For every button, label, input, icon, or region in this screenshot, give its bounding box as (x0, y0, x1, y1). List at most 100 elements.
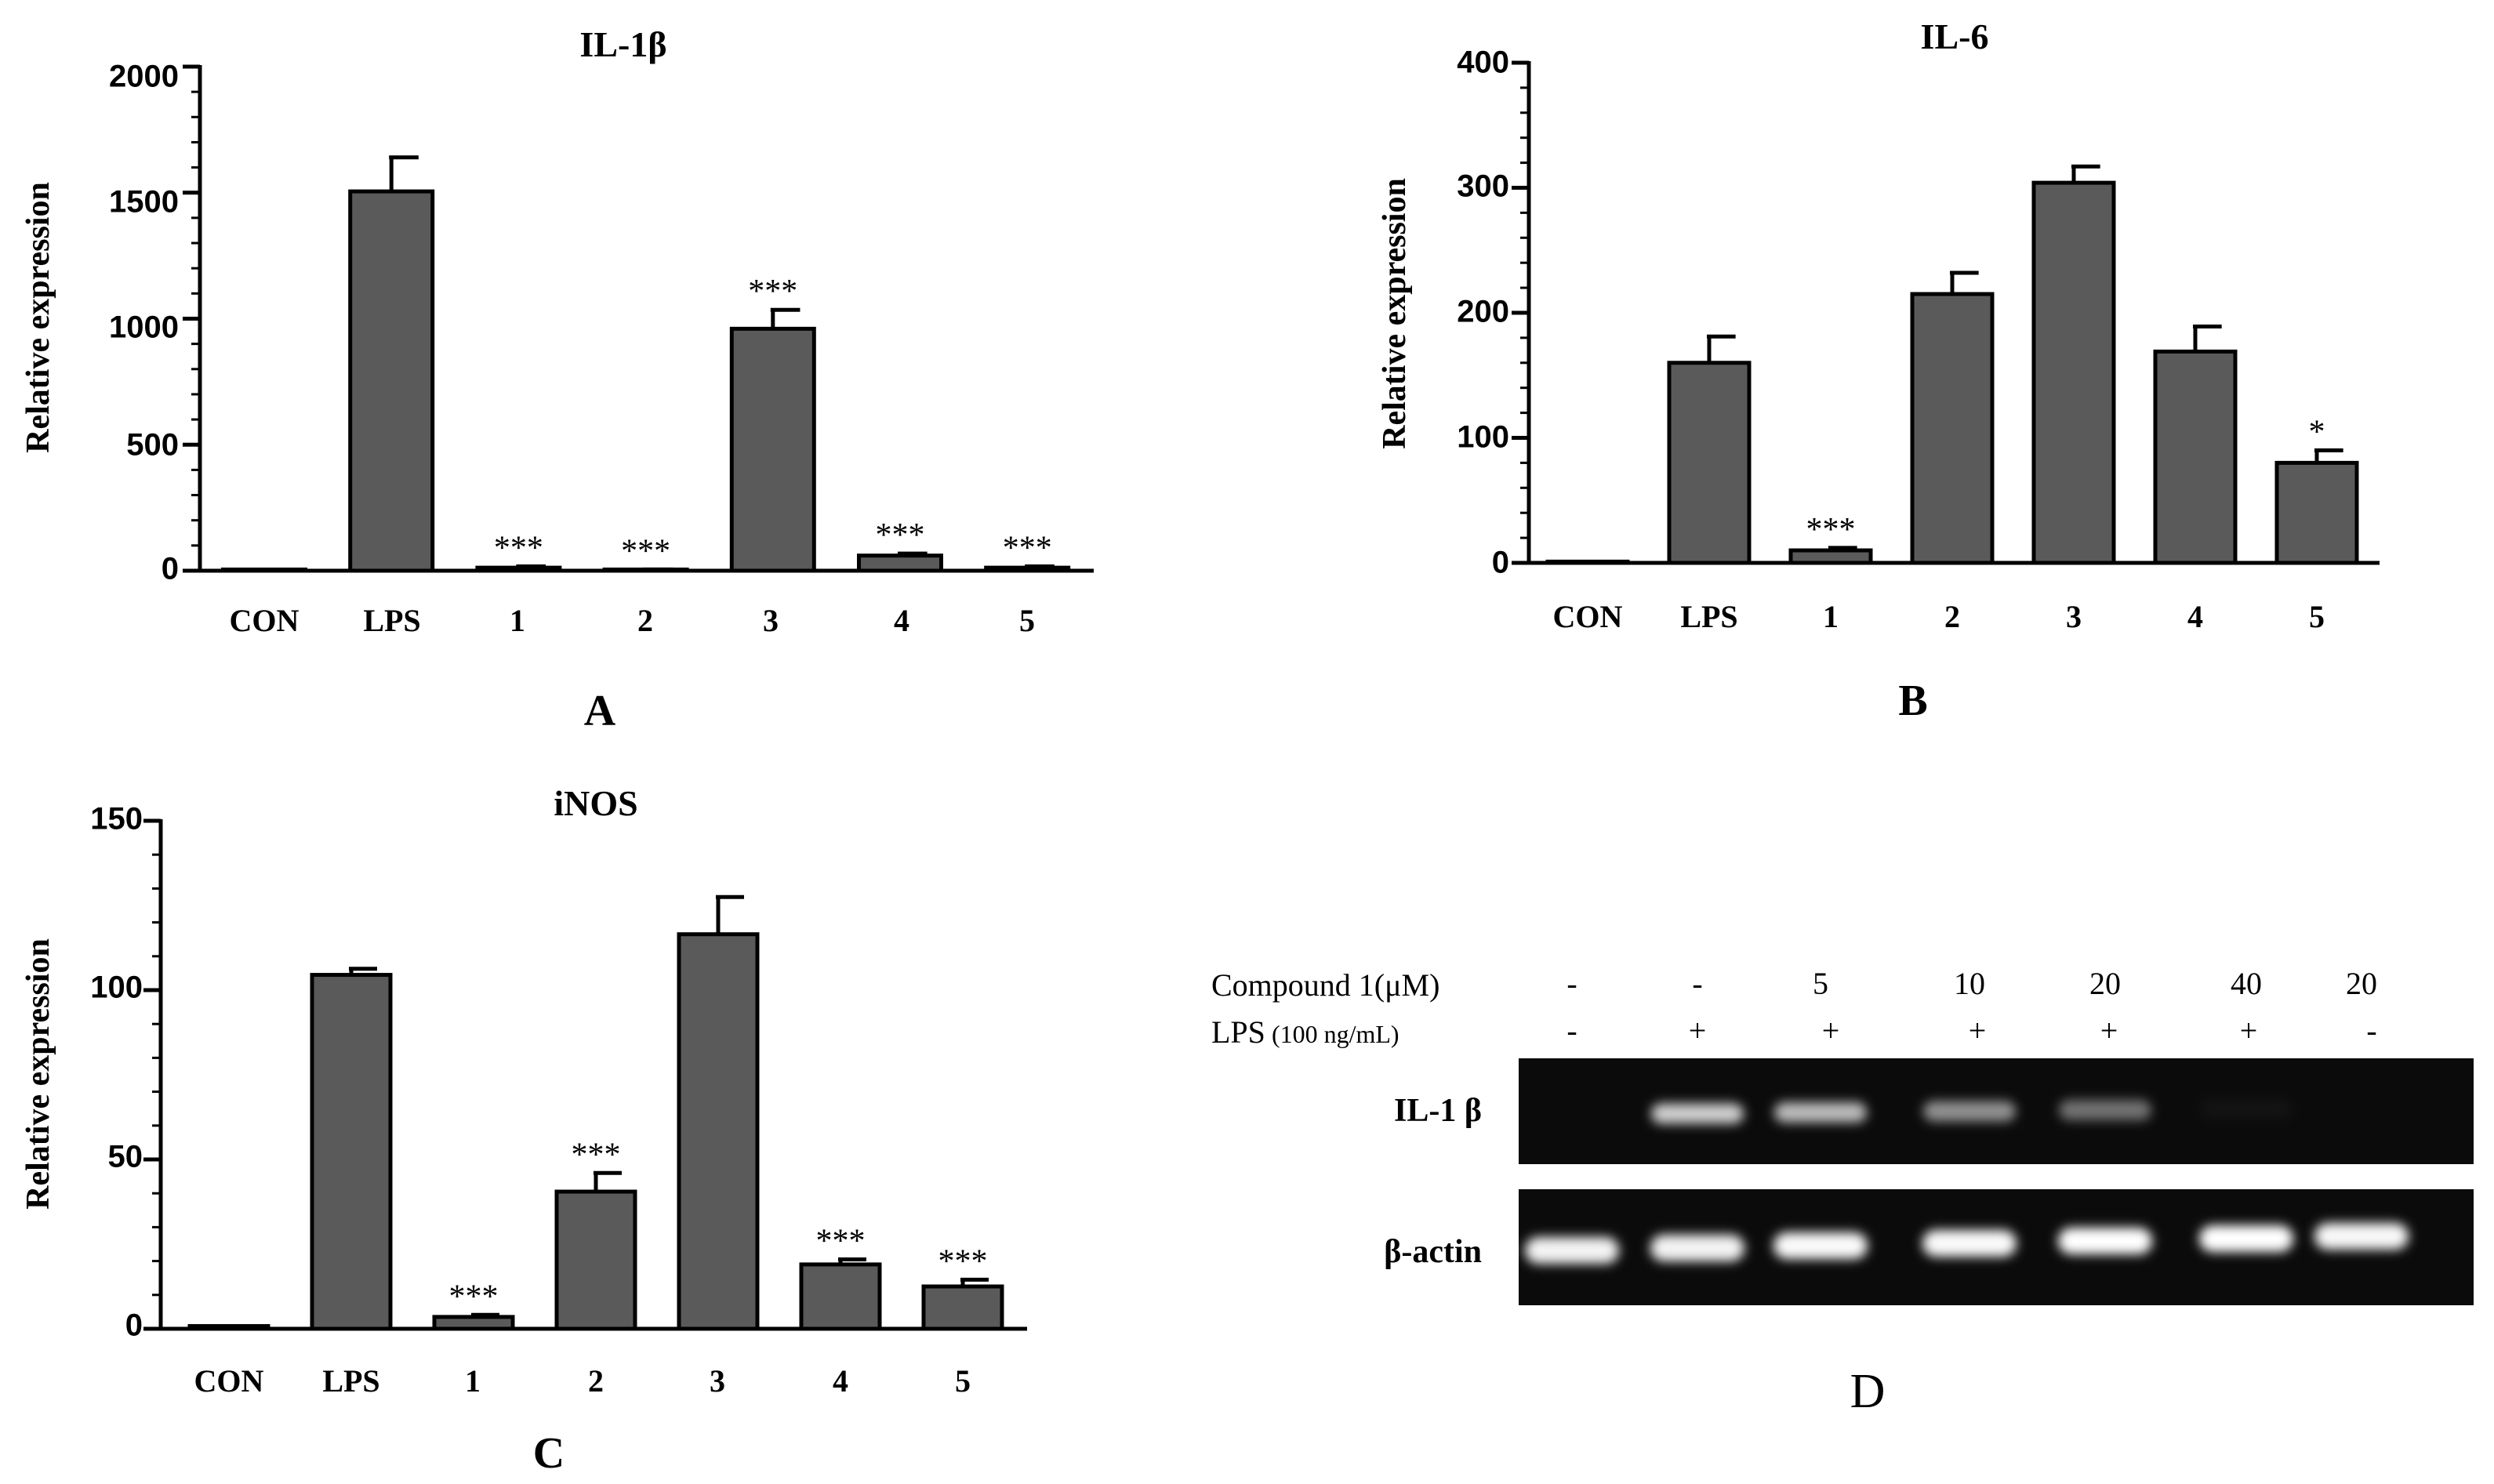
bar (554, 1189, 637, 1331)
bar (2153, 349, 2238, 565)
bands-actin (1525, 1223, 2409, 1264)
y-tick-label: 200 (1457, 295, 1509, 329)
panel-label-c: C (533, 1429, 565, 1478)
x-tick-labels: CON LPS 1 2 3 4 5 (1553, 599, 2325, 634)
panel-label-d: D (1850, 1365, 1886, 1418)
gel-band (2059, 1100, 2151, 1120)
bands-il1b (1651, 1099, 2293, 1124)
bars-il6: **** (1512, 60, 2380, 565)
x-tick-labels: CON LPS 1 2 3 4 5 (194, 1363, 971, 1399)
y-tick-labels: 150 100 50 0 (90, 802, 143, 1343)
panel-label-a: A (584, 687, 616, 735)
bar (2031, 180, 2116, 565)
chart-il6: IL-6 Relative expression 400 300 200 100… (1377, 16, 2380, 725)
chart-il1b: IL-1β Relative expression 2000 1500 1000… (20, 24, 1094, 735)
compound-label: Compound 1(μM) (1211, 967, 1439, 1003)
lps-value: - (2366, 1013, 2376, 1048)
lps-value: + (1969, 1013, 1987, 1048)
bar (432, 1315, 515, 1331)
lps-value: + (2100, 1013, 2118, 1048)
lps-value: - (1566, 1013, 1577, 1048)
x-tick-label: CON (194, 1363, 264, 1399)
y-tick-label: 1500 (109, 185, 179, 220)
y-tick-label: 500 (126, 428, 179, 463)
x-tick-label: 5 (2309, 599, 2325, 634)
x-tick-label: 4 (833, 1363, 848, 1399)
x-tick-label: 1 (510, 603, 525, 638)
bar (729, 326, 816, 573)
x-tick-label: 2 (637, 603, 653, 638)
lps-value: + (2240, 1013, 2258, 1048)
significance-mark: *** (494, 531, 543, 567)
significance-mark: *** (748, 274, 797, 310)
y-tick-label: 1000 (109, 310, 179, 345)
x-tick-label: 2 (1944, 599, 1960, 634)
bar (677, 932, 760, 1331)
bar (310, 973, 393, 1331)
x-tick-label: 4 (2187, 599, 2203, 634)
y-axis-label: Relative expression (20, 938, 56, 1210)
lps-label: LPS (100 ng/mL) (1211, 1014, 1399, 1050)
compound-value: 20 (2346, 966, 2377, 1001)
bar (1910, 292, 1995, 565)
y-tick-label: 400 (1457, 45, 1509, 80)
significance-mark: *** (816, 1223, 866, 1259)
bar (187, 1324, 270, 1331)
x-tick-label: 3 (710, 1363, 725, 1399)
significance-mark: *** (1806, 512, 1856, 548)
y-axis-label: Relative expression (1377, 178, 1413, 449)
significance-mark: *** (938, 1243, 988, 1279)
y-tick-label: 0 (1492, 546, 1509, 580)
chart-title: IL-1β (579, 24, 666, 64)
compound-value: 40 (2231, 966, 2262, 1001)
significance-mark: * (2309, 414, 2325, 450)
bar (2274, 460, 2359, 565)
bar (348, 189, 435, 573)
bar (1788, 548, 1873, 565)
y-tick-label: 0 (125, 1308, 143, 1343)
x-tick-label: 1 (1823, 599, 1839, 634)
significance-mark: *** (449, 1279, 499, 1315)
x-tick-label: LPS (363, 603, 420, 638)
lps-value: + (1689, 1013, 1707, 1048)
gel-band (2199, 1225, 2293, 1252)
bars-inos: *** *** *** *** (143, 818, 1027, 1331)
y-tick-label: 2000 (109, 60, 179, 94)
x-tick-label: 3 (763, 603, 779, 638)
gel-band (1774, 1102, 1867, 1123)
compound-value: 20 (2089, 966, 2121, 1001)
gel-band (1923, 1101, 2016, 1122)
gel-band (1651, 1103, 1744, 1124)
y-tick-labels: 400 300 200 100 0 (1457, 45, 1509, 580)
x-tick-label: LPS (1680, 599, 1737, 634)
bar (221, 568, 307, 573)
gel-band (2314, 1223, 2409, 1250)
gel-band (1773, 1232, 1868, 1259)
x-tick-label: CON (230, 603, 299, 638)
x-tick-label: 1 (465, 1363, 481, 1399)
y-tick-label: 150 (90, 802, 143, 836)
significance-mark: *** (572, 1137, 621, 1173)
bar (799, 1262, 882, 1331)
lps-label-main: LPS (1211, 1014, 1265, 1050)
lps-label-unit: (100 ng/mL) (1272, 1020, 1399, 1048)
bars-il1b: *** *** *** *** *** (183, 64, 1094, 573)
x-tick-label: 2 (588, 1363, 604, 1399)
x-tick-label: LPS (322, 1363, 379, 1399)
gel-band (2200, 1099, 2293, 1119)
gel-row-label: IL-1 β (1394, 1093, 1482, 1129)
gel-row-label: β-actin (1384, 1234, 1482, 1270)
gel-band (1525, 1237, 1619, 1264)
significance-mark: *** (1003, 531, 1052, 567)
gel-band (2058, 1228, 2152, 1254)
y-tick-label: 100 (90, 971, 143, 1005)
significance-mark: *** (621, 533, 670, 569)
y-tick-label: 0 (162, 552, 179, 586)
x-tick-label: 4 (894, 603, 909, 638)
x-tick-label: 5 (1019, 603, 1035, 638)
y-tick-label: 100 (1457, 420, 1509, 455)
y-tick-label: 50 (108, 1140, 143, 1174)
compound-values: - - 5 10 20 40 20 (1566, 966, 2377, 1001)
bar (1667, 361, 1752, 565)
